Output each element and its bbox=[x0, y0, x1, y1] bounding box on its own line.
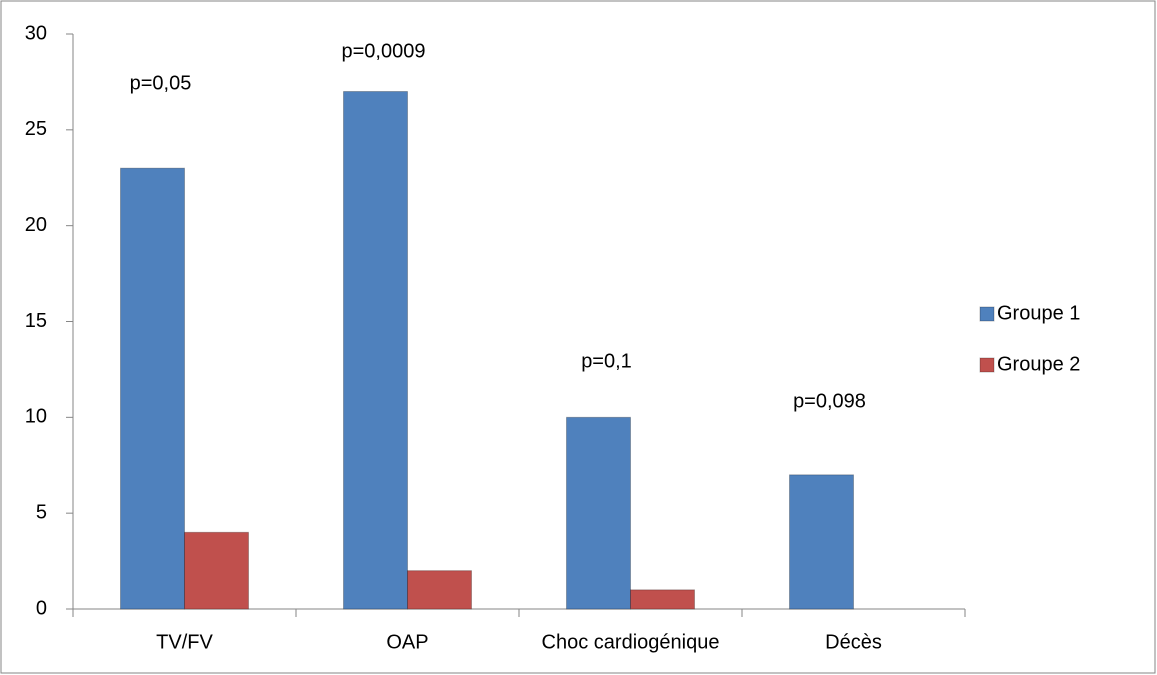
y-tick-label: 30 bbox=[25, 22, 47, 44]
y-tick-label: 25 bbox=[25, 118, 47, 140]
bar bbox=[789, 474, 854, 610]
y-tick-label: 10 bbox=[25, 406, 47, 428]
annotation: p=0,1 bbox=[581, 350, 632, 372]
y-tick-label: 15 bbox=[25, 310, 47, 332]
y-tick-label: 0 bbox=[36, 597, 47, 619]
bar bbox=[120, 167, 185, 610]
annotation: p=0,0009 bbox=[342, 40, 426, 62]
x-tick-label: Décès bbox=[825, 631, 882, 653]
y-tick-label: 5 bbox=[36, 501, 47, 523]
x-tick-label: Choc cardiogénique bbox=[542, 631, 720, 653]
y-tick-label: 20 bbox=[25, 214, 47, 236]
legend-label: Groupe 2 bbox=[997, 353, 1080, 375]
bar bbox=[343, 91, 408, 610]
legend-swatch bbox=[979, 357, 995, 373]
x-tick-label: OAP bbox=[386, 631, 428, 653]
legend-swatch bbox=[979, 306, 995, 322]
bar bbox=[566, 416, 631, 610]
annotation: p=0,098 bbox=[793, 390, 866, 412]
annotation: p=0,05 bbox=[130, 72, 192, 94]
bar bbox=[184, 531, 249, 610]
bar bbox=[630, 589, 695, 610]
x-tick-label: TV/FV bbox=[156, 631, 213, 653]
bar bbox=[407, 570, 472, 610]
legend-label: Groupe 1 bbox=[997, 302, 1080, 324]
